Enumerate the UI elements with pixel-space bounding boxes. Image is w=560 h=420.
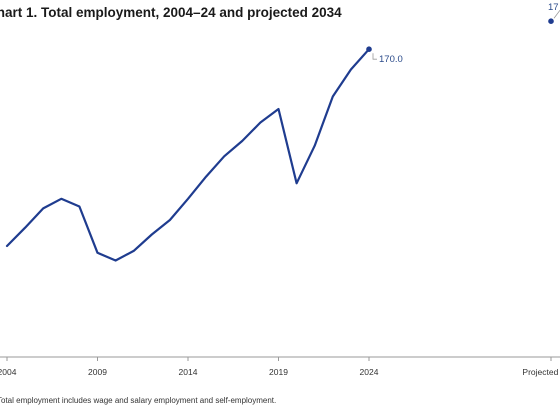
data-label-2024: 170.0: [379, 54, 403, 65]
x-tick-label: 2024: [360, 367, 379, 377]
footnote: Total employment includes wage and salar…: [0, 396, 277, 405]
data-label-projected: 17: [548, 2, 559, 13]
point-projected-2034: [548, 18, 554, 25]
x-tick-label: 2009: [88, 367, 107, 377]
x-tick-label: 2004: [0, 367, 17, 377]
data-label-leader-projected: [553, 9, 560, 19]
x-tick-labels: 2004 2009 2014 2019 2024 Projected 2034: [0, 367, 560, 377]
x-tick-marks: [6, 357, 552, 361]
data-labels: 170.0 17: [372, 2, 560, 65]
x-tick-label: Projected 2034: [522, 367, 560, 377]
x-tick-label: 2014: [179, 367, 198, 377]
highlight-points: [366, 18, 554, 52]
series-line: [5, 48, 371, 262]
chart-title: Chart 1. Total employment, 2004–24 and p…: [0, 5, 342, 20]
x-tick-label: 2019: [269, 367, 288, 377]
point-2024: [366, 46, 372, 52]
data-label-leader-2024: [372, 53, 377, 60]
